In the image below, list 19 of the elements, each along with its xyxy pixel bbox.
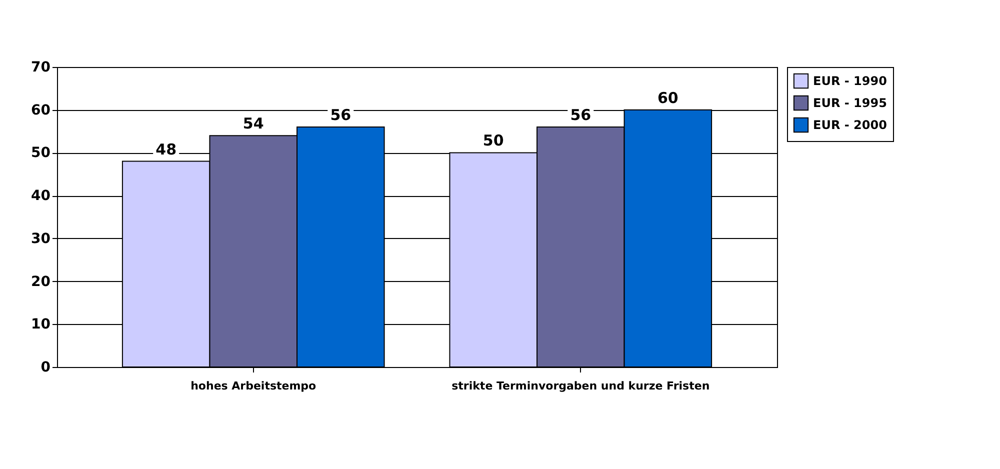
data-label: 48 xyxy=(156,140,177,158)
x-tick-label: strikte Terminvorgaben und kurze Fristen xyxy=(452,380,710,392)
data-label: 50 xyxy=(482,132,504,150)
data-label: 60 xyxy=(657,88,678,107)
y-tick-label: 30 xyxy=(31,230,51,247)
y-tick-label: 20 xyxy=(31,274,51,290)
data-label: 56 xyxy=(570,106,592,124)
y-tick-label: 40 xyxy=(31,188,51,204)
data-label: 54 xyxy=(242,114,264,133)
y-tick-label: 50 xyxy=(31,145,51,162)
y-tick-label: 0 xyxy=(40,360,51,376)
legend-label: EUR - 1990 xyxy=(813,74,887,88)
legend-label: EUR - 2000 xyxy=(813,118,887,132)
y-tick-label: 70 xyxy=(31,60,51,76)
data-label: 56 xyxy=(330,106,352,124)
legend-label: EUR - 1995 xyxy=(813,96,887,110)
y-tick-label: 60 xyxy=(31,102,51,118)
x-tick-label: hohes Arbeitstempo xyxy=(190,380,317,392)
y-tick-label: 10 xyxy=(31,316,51,333)
